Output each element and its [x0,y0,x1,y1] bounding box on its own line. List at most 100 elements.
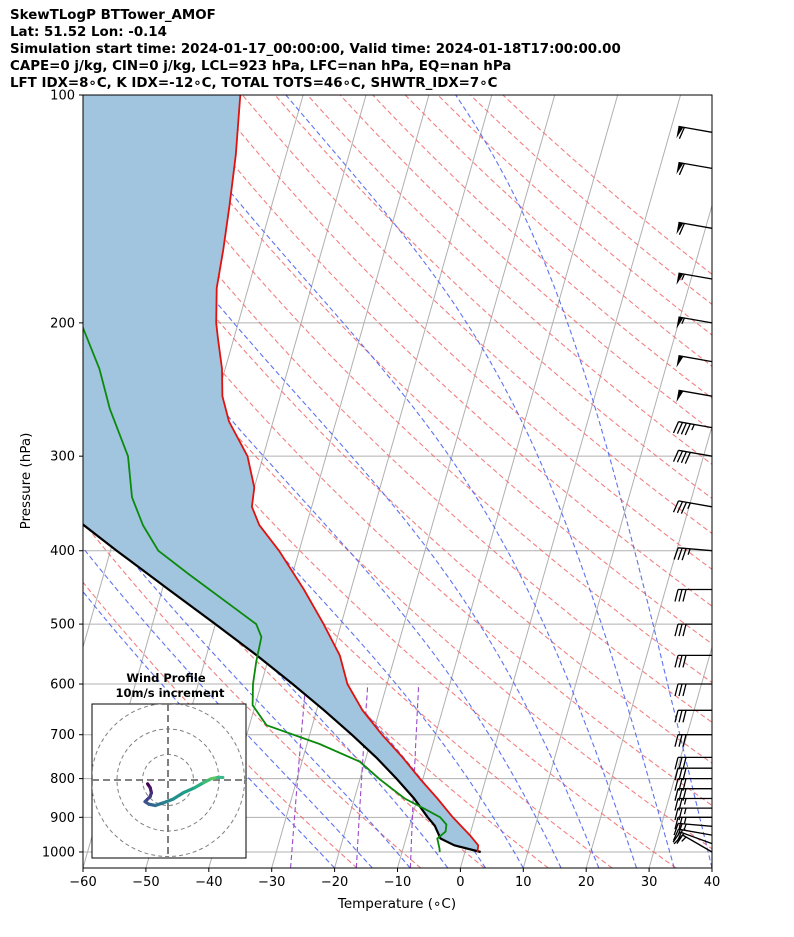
hodograph-segment [171,791,185,801]
dry-adiabat [83,581,358,868]
y-tick-label: 100 [50,89,75,104]
wind-barb [674,797,712,811]
cape-cin-shade [83,95,481,852]
x-tick-label: 40 [704,875,721,890]
x-tick-label: −60 [69,875,96,890]
isotherm-line [334,95,556,868]
hodograph-frame [91,703,247,859]
hodograph-segment [161,797,175,805]
barb-shaft [674,797,712,811]
wind-barb [672,828,713,842]
y-axis-label: Pressure (hPa) [18,433,34,530]
dewpoint-line [83,303,448,853]
barb-shaft [674,709,712,723]
moist-adiabat [83,590,336,868]
isotherm-line [648,645,712,868]
barb-flag [676,222,684,235]
wind-barb [674,756,712,770]
dry-adiabat [83,462,485,868]
wind-barb [674,777,712,791]
dry-adiabat [83,298,677,868]
hodograph-segment [181,786,197,795]
index-line: LFT IDX=8∘C, K IDX=-12∘C, TOTAL TOTS=46∘… [10,76,498,91]
dry-adiabat [176,95,712,607]
y-tick-label: 900 [50,811,75,826]
isotherm-line [585,424,712,868]
x-tick-label: −30 [258,875,285,890]
dry-adiabat [209,95,712,570]
x-tick-label: −20 [321,875,348,890]
barb-shaft [674,788,712,801]
moist-adiabat [455,95,712,868]
barb-shaft [674,777,712,791]
wind-barb [676,316,713,329]
dry-adiabat [111,95,712,684]
barb-shaft [674,588,712,602]
wind-barb [674,683,712,697]
wind-barbs [672,125,713,853]
barb-flag [676,126,684,139]
x-tick-label: 20 [578,875,595,890]
chart-title: SkewTLogP BTTower_AMOF [10,8,216,23]
isotherm-line [522,203,712,868]
x-axis-label: Temperature (∘C) [337,896,456,912]
y-tick-label: 600 [50,678,75,693]
x-tick-label: −40 [195,875,222,890]
location-line: Lat: 51.52 Lon: -0.14 [10,25,167,40]
dry-adiabat [339,95,712,432]
y-tick-label: 300 [50,450,75,465]
moist-adiabat [285,95,675,868]
wind-barb [674,588,712,602]
y-tick-label: 800 [50,772,75,787]
moist-adiabat [83,500,411,868]
barb-flag [676,317,684,329]
barb-flag [676,273,684,285]
mixing-ratio-line [409,683,420,868]
hodograph-ring [92,704,245,857]
barb-shaft [674,683,712,697]
barb-shaft [674,756,712,770]
barb-shaft [678,316,713,324]
dry-adiabat [274,95,712,500]
hodograph-plot [92,704,246,858]
barb-shaft [678,221,713,235]
barb-flag [676,355,684,368]
x-tick-label: −10 [384,875,411,890]
temperature-line [215,95,480,853]
wind-barb [676,221,713,235]
barb-shaft [674,734,712,747]
barb-shaft [673,547,713,561]
dry-adiabat [469,95,712,306]
y-tick-label: 400 [50,544,75,559]
wind-barb [674,734,712,747]
wind-barb [674,709,712,723]
wind-barb [674,654,712,668]
wind-barb [676,355,713,368]
x-tick-label: 30 [641,875,658,890]
dry-adiabat [437,95,712,336]
wind-barb [674,623,712,637]
wind-barb [676,161,713,176]
wind-barb [673,547,713,561]
wind-barb [676,125,713,139]
axis-ticks: −60 −50 −40 −30 −20 −10 0 10 20 30 40 1000 900 800 700… [42,89,720,891]
isotherm-line [775,95,794,868]
time-line: Simulation start time: 2024-01-17_00:00:… [10,42,621,57]
barb-shaft [678,161,713,176]
dry-adiabat [83,521,422,868]
dry-adiabat [502,95,712,275]
wind-barb [672,449,713,464]
cape-line: CAPE=0 j/kg, CIN=0 j/kg, LCL=923 hPa, LF… [10,59,512,74]
hodograph-segment [193,780,206,790]
barb-shaft [678,389,713,397]
barb-shaft [674,623,712,637]
wind-barb [674,816,712,830]
x-tick-label: 10 [515,875,532,890]
barb-shaft [678,355,713,363]
wind-barb [672,421,713,436]
wind-barb [676,389,713,403]
y-tick-label: 700 [50,728,75,743]
moist-adiabat [83,547,373,868]
hodograph-title: Wind Profile [126,671,206,685]
